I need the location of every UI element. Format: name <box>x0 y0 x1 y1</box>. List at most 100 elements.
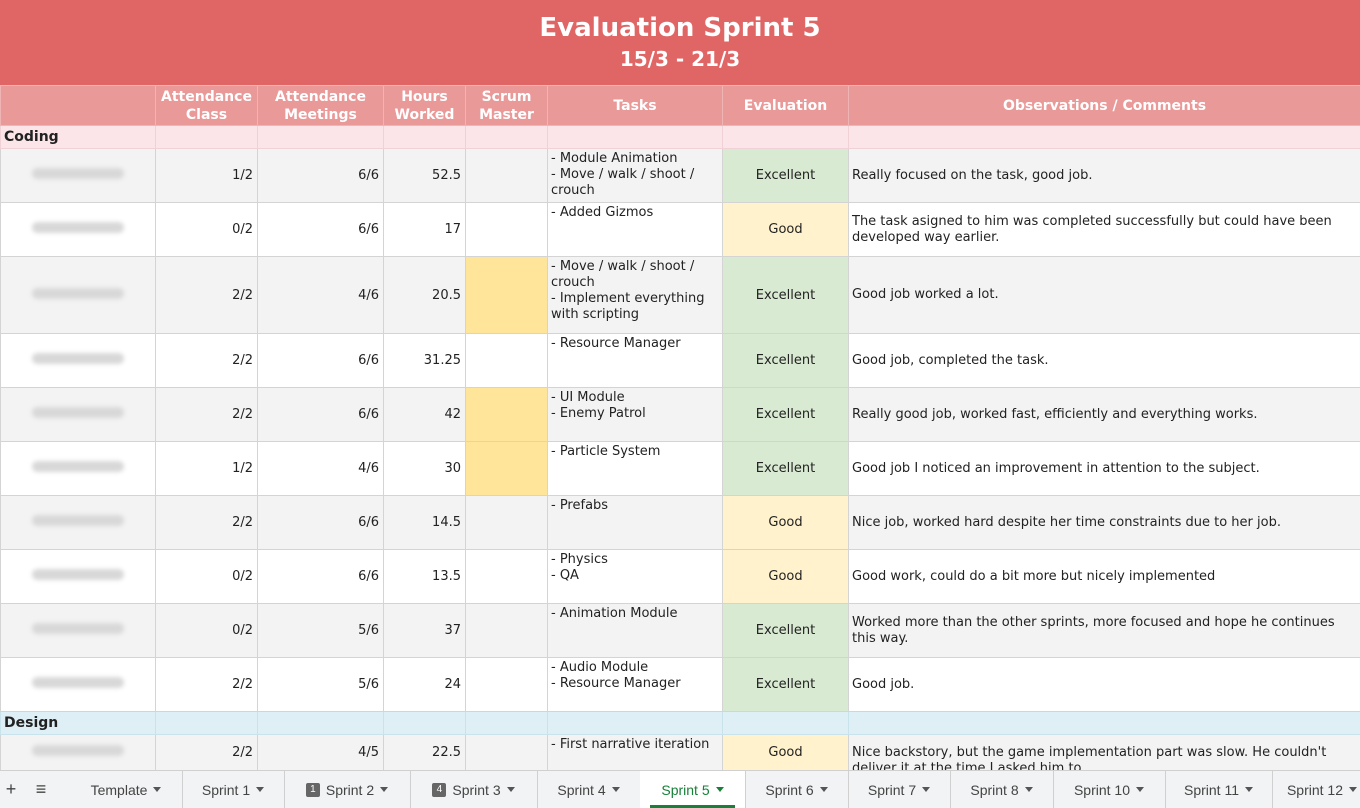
sheet-tab[interactable]: Sprint 8 <box>950 771 1054 808</box>
chevron-down-icon[interactable] <box>922 787 930 792</box>
chevron-down-icon[interactable] <box>380 787 388 792</box>
header-observations[interactable]: Observations / Comments <box>849 86 1360 126</box>
evaluation-cell[interactable]: Excellent <box>723 334 849 388</box>
scrum-master-cell[interactable] <box>466 442 548 496</box>
chevron-down-icon[interactable] <box>1349 787 1357 792</box>
attendance-meetings-cell[interactable]: 5/6 <box>258 604 384 658</box>
chevron-down-icon[interactable] <box>716 787 724 792</box>
chevron-down-icon[interactable] <box>1025 787 1033 792</box>
attendance-class-cell[interactable]: 1/2 <box>156 442 258 496</box>
evaluation-cell[interactable]: Excellent <box>723 604 849 658</box>
student-name-cell[interactable] <box>1 203 156 257</box>
section-cell[interactable] <box>548 126 723 149</box>
scrum-master-cell[interactable] <box>466 203 548 257</box>
attendance-meetings-cell[interactable]: 6/6 <box>258 203 384 257</box>
sheet-tab[interactable]: Sprint 10 <box>1053 771 1166 808</box>
section-cell[interactable] <box>849 126 1360 149</box>
sheet-tab[interactable]: Sprint 12 <box>1272 771 1360 808</box>
section-cell[interactable] <box>156 712 258 735</box>
evaluation-cell[interactable]: Excellent <box>723 658 849 712</box>
tasks-cell[interactable]: - Particle System <box>548 442 723 496</box>
attendance-meetings-cell[interactable]: 4/6 <box>258 442 384 496</box>
evaluation-cell[interactable]: Excellent <box>723 149 849 203</box>
section-cell[interactable] <box>548 712 723 735</box>
sheet-tab[interactable]: Sprint 7 <box>848 771 951 808</box>
comment-cell[interactable]: The task asigned to him was completed su… <box>849 203 1360 257</box>
evaluation-cell[interactable]: Good <box>723 203 849 257</box>
hours-worked-cell[interactable]: 20.5 <box>384 257 466 334</box>
comment-cell[interactable]: Really focused on the task, good job. <box>849 149 1360 203</box>
student-name-cell[interactable] <box>1 257 156 334</box>
comment-cell[interactable]: Good job. <box>849 658 1360 712</box>
hours-worked-cell[interactable]: 30 <box>384 442 466 496</box>
chevron-down-icon[interactable] <box>1136 787 1144 792</box>
hours-worked-cell[interactable]: 52.5 <box>384 149 466 203</box>
comment-cell[interactable]: Worked more than the other sprints, more… <box>849 604 1360 658</box>
hours-worked-cell[interactable]: 17 <box>384 203 466 257</box>
sheet-tab[interactable]: Sprint 6 <box>745 771 849 808</box>
section-label-design[interactable]: Design <box>1 712 156 735</box>
attendance-class-cell[interactable]: 0/2 <box>156 550 258 604</box>
attendance-meetings-cell[interactable]: 6/6 <box>258 149 384 203</box>
section-cell[interactable] <box>849 712 1360 735</box>
section-cell[interactable] <box>258 712 384 735</box>
tasks-cell[interactable]: - Resource Manager <box>548 334 723 388</box>
student-name-cell[interactable] <box>1 388 156 442</box>
hours-worked-cell[interactable]: 24 <box>384 658 466 712</box>
attendance-meetings-cell[interactable]: 6/6 <box>258 496 384 550</box>
hours-worked-cell[interactable]: 31.25 <box>384 334 466 388</box>
attendance-meetings-cell[interactable]: 6/6 <box>258 388 384 442</box>
chevron-down-icon[interactable] <box>612 787 620 792</box>
scrum-master-cell[interactable] <box>466 149 548 203</box>
comment-cell[interactable]: Good job, completed the task. <box>849 334 1360 388</box>
comment-cell[interactable]: Good job I noticed an improvement in att… <box>849 442 1360 496</box>
section-cell[interactable] <box>466 126 548 149</box>
attendance-class-cell[interactable]: 2/2 <box>156 658 258 712</box>
evaluation-cell[interactable]: Excellent <box>723 257 849 334</box>
student-name-cell[interactable] <box>1 334 156 388</box>
sheet-tab[interactable]: Sprint 11 <box>1165 771 1273 808</box>
hours-worked-cell[interactable]: 37 <box>384 604 466 658</box>
evaluation-cell[interactable]: Good <box>723 496 849 550</box>
evaluation-cell[interactable]: Excellent <box>723 388 849 442</box>
attendance-class-cell[interactable]: 2/2 <box>156 496 258 550</box>
tasks-cell[interactable]: - Audio Module - Resource Manager <box>548 658 723 712</box>
attendance-meetings-cell[interactable]: 5/6 <box>258 658 384 712</box>
attendance-class-cell[interactable]: 2/2 <box>156 334 258 388</box>
tasks-cell[interactable]: - Added Gizmos <box>548 203 723 257</box>
student-name-cell[interactable] <box>1 658 156 712</box>
tasks-cell[interactable]: - Physics - QA <box>548 550 723 604</box>
header-attendance-class[interactable]: Attendance Class <box>156 86 258 126</box>
comment-cell[interactable]: Good job worked a lot. <box>849 257 1360 334</box>
header-attendance-meetings[interactable]: Attendance Meetings <box>258 86 384 126</box>
section-cell[interactable] <box>384 712 466 735</box>
comment-cell[interactable]: Nice job, worked hard despite her time c… <box>849 496 1360 550</box>
header-tasks[interactable]: Tasks <box>548 86 723 126</box>
sheet-tab[interactable]: Sprint 5 <box>640 771 746 808</box>
attendance-class-cell[interactable]: 2/2 <box>156 388 258 442</box>
hours-worked-cell[interactable]: 13.5 <box>384 550 466 604</box>
scrum-master-cell[interactable] <box>466 604 548 658</box>
chevron-down-icon[interactable] <box>820 787 828 792</box>
tasks-cell[interactable]: - UI Module - Enemy Patrol <box>548 388 723 442</box>
section-cell[interactable] <box>723 712 849 735</box>
tasks-cell[interactable]: - Move / walk / shoot / crouch - Impleme… <box>548 257 723 334</box>
comment-cell[interactable]: Good work, could do a bit more but nicel… <box>849 550 1360 604</box>
evaluation-cell[interactable]: Excellent <box>723 442 849 496</box>
attendance-meetings-cell[interactable]: 6/6 <box>258 334 384 388</box>
sheet-tab[interactable]: Template <box>70 771 183 808</box>
scrum-master-cell[interactable] <box>466 388 548 442</box>
attendance-class-cell[interactable]: 0/2 <box>156 203 258 257</box>
hours-worked-cell[interactable]: 42 <box>384 388 466 442</box>
header-evaluation[interactable]: Evaluation <box>723 86 849 126</box>
scrum-master-cell[interactable] <box>466 334 548 388</box>
student-name-cell[interactable] <box>1 604 156 658</box>
student-name-cell[interactable] <box>1 149 156 203</box>
sheet-tab[interactable]: Sprint 4 <box>537 771 641 808</box>
section-cell[interactable] <box>156 126 258 149</box>
scrum-master-cell[interactable] <box>466 257 548 334</box>
chevron-down-icon[interactable] <box>153 787 161 792</box>
header-name[interactable] <box>1 86 156 126</box>
